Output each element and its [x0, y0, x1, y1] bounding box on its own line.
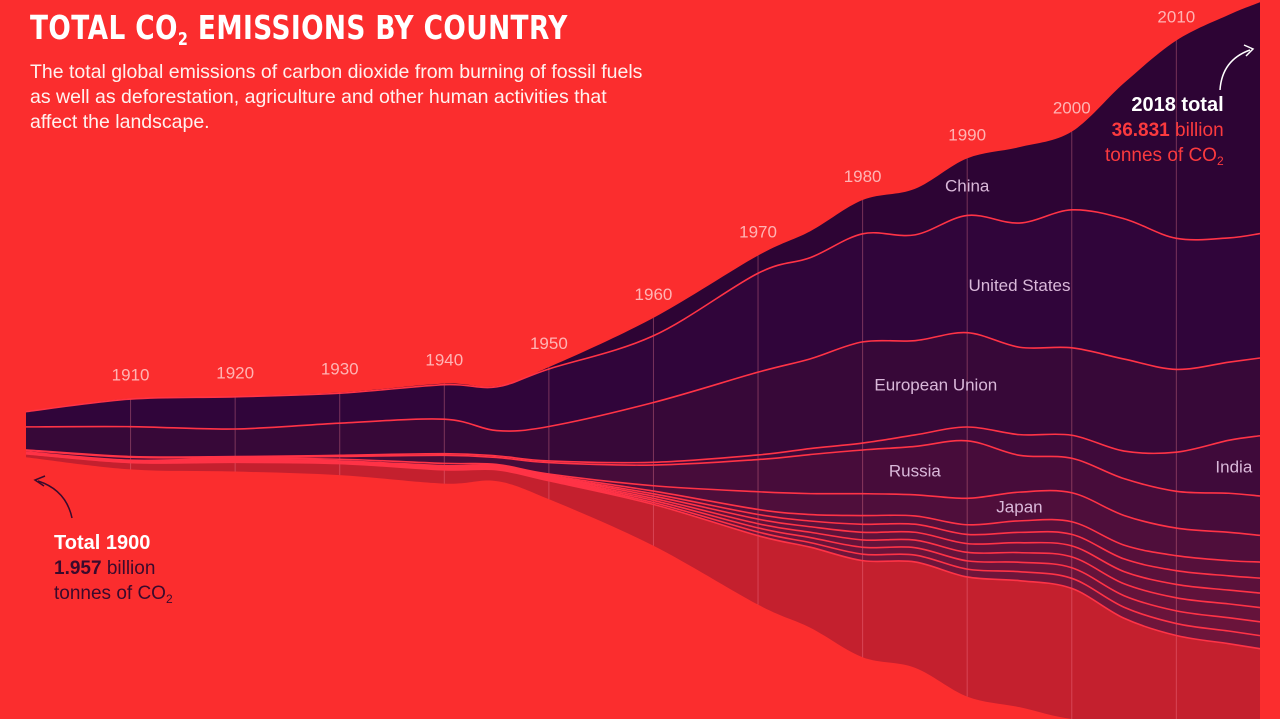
annotation-1900-value: 1.957 — [54, 558, 102, 579]
country-labels-layer: China United States European Union India Rus… — [874, 176, 1252, 516]
annotation-2018-value: 36.831 — [1111, 120, 1170, 141]
subtitle: The total global emissions of carbon dio… — [30, 61, 643, 133]
boundary-line — [25, 331, 1261, 432]
tick-label-2010: 2010 — [1157, 7, 1195, 26]
tick-label-1940: 1940 — [425, 351, 463, 370]
country-label-india: India — [1215, 458, 1252, 477]
boundary-line — [25, 426, 1261, 464]
arrowhead-2018-icon — [1243, 44, 1255, 57]
band-rest-of-world — [26, 453, 1260, 719]
boundary-lines-layer — [25, 209, 1261, 650]
country-label-china: China — [945, 176, 990, 195]
annotation-2018-unit2: tonnes of CO — [1105, 145, 1217, 166]
annotation-1900-sub: 2 — [165, 592, 173, 606]
country-label-united-states: United States — [968, 276, 1070, 295]
band-japan — [26, 451, 1260, 563]
arrow-1900-icon — [37, 480, 73, 519]
tick-label-2000: 2000 — [1053, 99, 1091, 118]
arrowhead-1900-icon — [33, 475, 46, 487]
band-european-union — [26, 332, 1260, 463]
tick-label-1910: 1910 — [112, 366, 150, 385]
decade-labels-layer: 1910 1920 1930 1940 1950 1960 1970 1980 1990 2000… — [112, 7, 1196, 384]
band-china — [26, 2, 1260, 412]
title-text-rest: EMISSIONS BY COUNTRY — [188, 8, 568, 47]
tick-label-1970: 1970 — [739, 223, 777, 242]
annotation-2018-heading: 2018 total — [1131, 94, 1224, 116]
annotation-2018-sub: 2 — [1216, 154, 1224, 168]
title-text: TOTAL CO — [30, 8, 178, 47]
annotation-2018: 2018 total 36.831 billion tonnes of CO2 — [1105, 93, 1224, 174]
annotation-1900-heading: Total 1900 — [54, 532, 151, 554]
band-united-states — [26, 209, 1260, 432]
tick-label-1960: 1960 — [635, 285, 673, 304]
boundary-line — [25, 439, 1261, 497]
annotation-1900: Total 1900 1.957 billion tonnes of CO2 — [54, 531, 173, 612]
annotation-2018-unit: billion — [1169, 120, 1224, 141]
tick-label-1990: 1990 — [948, 125, 986, 144]
title-subscript: 2 — [177, 29, 189, 50]
boundary-line — [25, 451, 1261, 537]
boundary-line — [25, 452, 1261, 650]
band-russia — [26, 440, 1260, 536]
page-title: TOTAL CO2 EMISSIONS BY COUNTRY — [30, 8, 568, 50]
annotation-1900-unit2: tonnes of CO — [54, 583, 166, 604]
annotation-1900-unit: billion — [101, 558, 156, 579]
boundary-line — [25, 209, 1261, 413]
bands-layer — [26, 2, 1260, 719]
tick-label-1930: 1930 — [321, 360, 359, 379]
tick-label-1920: 1920 — [216, 363, 254, 382]
country-label-russia: Russia — [889, 462, 942, 481]
tick-label-1980: 1980 — [844, 167, 882, 186]
country-label-japan: Japan — [996, 498, 1042, 517]
country-label-european-union: European Union — [874, 376, 997, 395]
arrow-2018-icon — [1219, 49, 1251, 91]
tick-label-1950: 1950 — [530, 334, 568, 353]
